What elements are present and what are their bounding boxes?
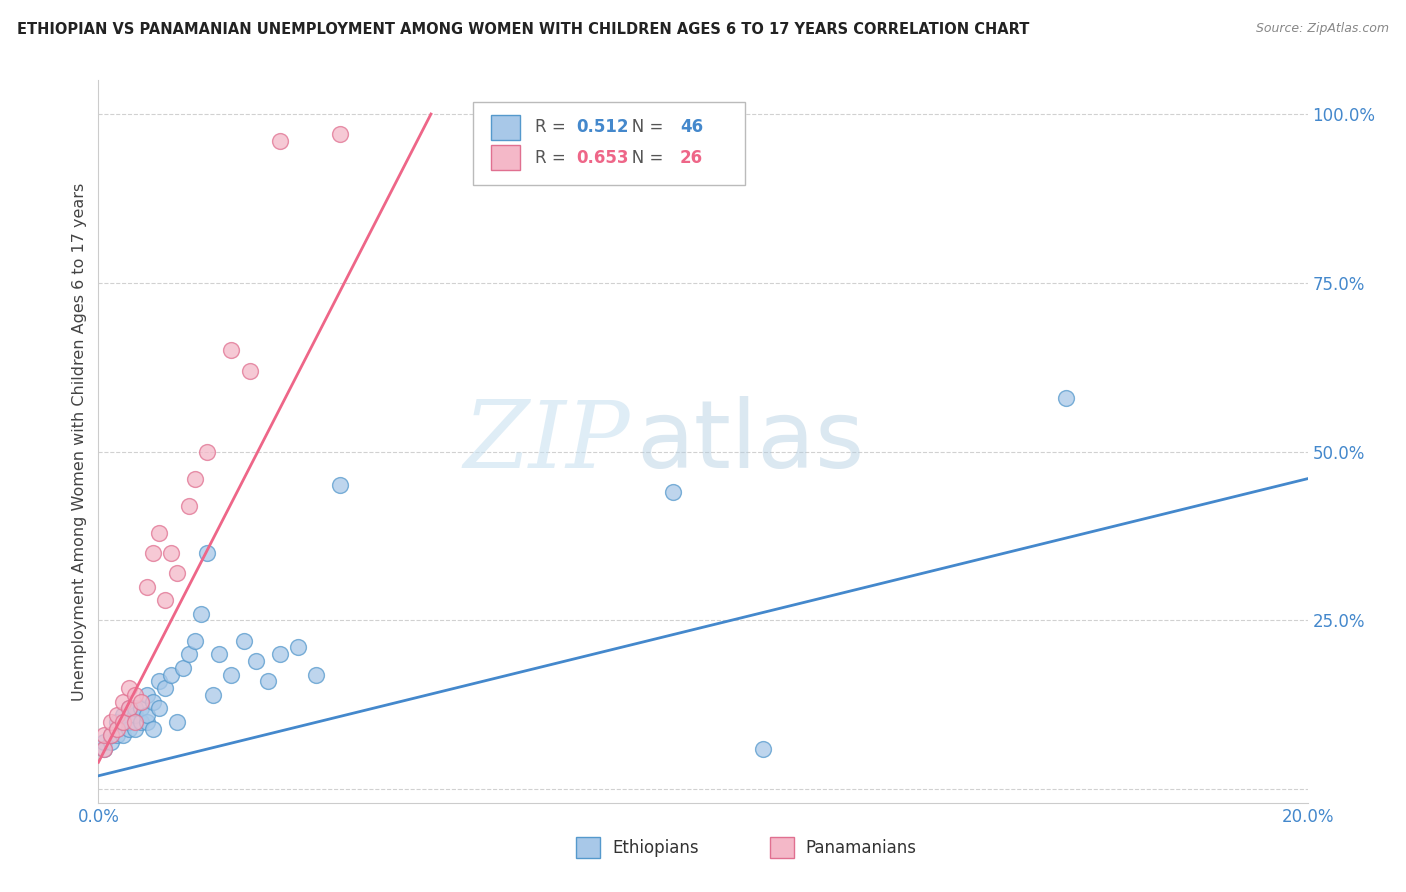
Point bbox=[129, 714, 152, 729]
Point bbox=[256, 674, 278, 689]
Point bbox=[111, 714, 134, 729]
Point bbox=[142, 546, 165, 560]
Point bbox=[100, 728, 122, 742]
Point bbox=[105, 728, 128, 742]
Point bbox=[148, 525, 170, 540]
Point bbox=[118, 681, 141, 695]
Text: Ethiopians: Ethiopians bbox=[613, 838, 699, 856]
Text: ETHIOPIAN VS PANAMANIAN UNEMPLOYMENT AMONG WOMEN WITH CHILDREN AGES 6 TO 17 YEAR: ETHIOPIAN VS PANAMANIAN UNEMPLOYMENT AMO… bbox=[17, 22, 1029, 37]
Point bbox=[124, 708, 146, 723]
Text: 46: 46 bbox=[681, 119, 703, 136]
Text: R =: R = bbox=[534, 119, 571, 136]
Text: N =: N = bbox=[616, 119, 669, 136]
Point bbox=[105, 722, 128, 736]
Point bbox=[245, 654, 267, 668]
Point bbox=[232, 633, 254, 648]
Point bbox=[752, 741, 775, 756]
Point bbox=[111, 714, 134, 729]
Point bbox=[142, 722, 165, 736]
Point bbox=[135, 688, 157, 702]
Point bbox=[93, 741, 115, 756]
Point bbox=[184, 633, 207, 648]
Point bbox=[111, 708, 134, 723]
Point bbox=[100, 735, 122, 749]
Point bbox=[202, 688, 225, 702]
Point bbox=[1054, 391, 1077, 405]
Point bbox=[142, 694, 165, 708]
Point bbox=[105, 714, 128, 729]
Point bbox=[118, 701, 141, 715]
Point bbox=[124, 688, 146, 702]
Text: N =: N = bbox=[616, 149, 669, 167]
Point bbox=[135, 580, 157, 594]
Point bbox=[135, 708, 157, 723]
Point bbox=[269, 647, 291, 661]
Point bbox=[111, 694, 134, 708]
Point bbox=[329, 128, 352, 142]
Point bbox=[100, 728, 122, 742]
Point bbox=[269, 134, 291, 148]
Point bbox=[105, 708, 128, 723]
Point bbox=[287, 640, 309, 655]
Point bbox=[166, 714, 188, 729]
Point bbox=[118, 701, 141, 715]
FancyBboxPatch shape bbox=[474, 102, 745, 185]
Point bbox=[93, 728, 115, 742]
Point bbox=[148, 701, 170, 715]
Point bbox=[208, 647, 231, 661]
Point bbox=[195, 546, 218, 560]
Point bbox=[93, 735, 115, 749]
Point bbox=[166, 566, 188, 581]
Text: Source: ZipAtlas.com: Source: ZipAtlas.com bbox=[1256, 22, 1389, 36]
Point bbox=[111, 728, 134, 742]
Point bbox=[124, 701, 146, 715]
Text: 26: 26 bbox=[681, 149, 703, 167]
Point bbox=[221, 343, 243, 358]
Point bbox=[179, 499, 201, 513]
Point bbox=[118, 722, 141, 736]
Point bbox=[105, 722, 128, 736]
Point bbox=[179, 647, 201, 661]
Point bbox=[129, 701, 152, 715]
FancyBboxPatch shape bbox=[769, 837, 794, 858]
Point bbox=[329, 478, 352, 492]
Point bbox=[135, 714, 157, 729]
Point bbox=[153, 681, 176, 695]
Point bbox=[160, 667, 183, 681]
Point bbox=[148, 674, 170, 689]
Text: 0.653: 0.653 bbox=[576, 149, 628, 167]
Point bbox=[118, 714, 141, 729]
FancyBboxPatch shape bbox=[492, 115, 520, 139]
Point bbox=[172, 661, 194, 675]
Text: R =: R = bbox=[534, 149, 571, 167]
Point bbox=[124, 714, 146, 729]
Point bbox=[661, 485, 683, 500]
Point bbox=[124, 722, 146, 736]
Point bbox=[190, 607, 212, 621]
Point bbox=[221, 667, 243, 681]
Point bbox=[239, 364, 262, 378]
Point bbox=[129, 694, 152, 708]
Text: atlas: atlas bbox=[637, 395, 865, 488]
FancyBboxPatch shape bbox=[492, 145, 520, 169]
Point bbox=[100, 714, 122, 729]
Point bbox=[160, 546, 183, 560]
Point bbox=[153, 593, 176, 607]
Point bbox=[184, 472, 207, 486]
FancyBboxPatch shape bbox=[576, 837, 600, 858]
Text: ZIP: ZIP bbox=[464, 397, 630, 486]
Text: 0.512: 0.512 bbox=[576, 119, 628, 136]
Point bbox=[305, 667, 328, 681]
Text: Panamanians: Panamanians bbox=[806, 838, 917, 856]
Point bbox=[195, 444, 218, 458]
Point bbox=[93, 741, 115, 756]
Y-axis label: Unemployment Among Women with Children Ages 6 to 17 years: Unemployment Among Women with Children A… bbox=[72, 183, 87, 700]
